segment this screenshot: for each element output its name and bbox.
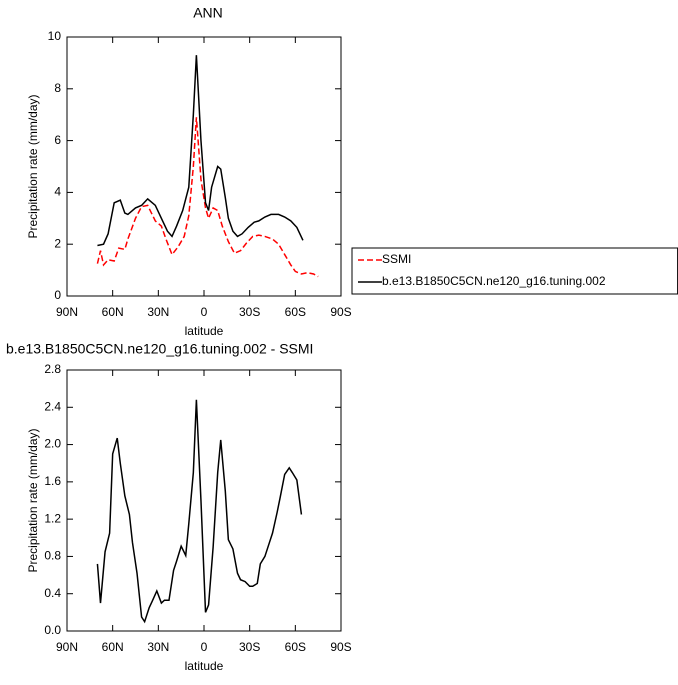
y-tick-label: 4 [54, 185, 61, 199]
y-tick-label: 6 [54, 133, 61, 147]
y-tick-label: 0.8 [44, 549, 61, 563]
data-line [96, 117, 319, 278]
y-tick-label: 0.4 [44, 586, 61, 600]
x-tick-label: 60N [102, 640, 124, 654]
x-tick-label: 0 [201, 640, 208, 654]
y-axis-label: Precipitation rate (mm/day) [26, 428, 40, 572]
y-tick-label: 2.8 [44, 362, 61, 376]
x-tick-label: 30S [239, 305, 260, 319]
y-tick-label: 2 [54, 236, 61, 250]
y-axis-label: Precipitation rate (mm/day) [26, 94, 40, 238]
chart-title: ANN [193, 5, 223, 21]
data-line [97, 55, 304, 247]
y-tick-label: 0 [54, 288, 61, 302]
x-tick-label: 0 [201, 305, 208, 319]
x-tick-label: 30S [239, 640, 260, 654]
y-tick-label: 0.0 [44, 623, 61, 637]
plot-frame [66, 36, 342, 297]
legend-box [351, 247, 678, 295]
x-tick-label: 90S [330, 305, 351, 319]
x-tick-label: 90S [330, 640, 351, 654]
chart-title: b.e13.B1850C5CN.ne120_g16.tuning.002 - S… [6, 341, 313, 357]
x-tick-label: 30N [147, 640, 169, 654]
y-tick-label: 10 [48, 29, 62, 43]
data-line [96, 399, 303, 624]
y-tick-label: 2.0 [44, 437, 61, 451]
x-tick-label: 60S [285, 640, 306, 654]
y-tick-label: 1.2 [44, 511, 61, 525]
x-axis-label: latitude [185, 324, 224, 338]
legend-label: b.e13.B1850C5CN.ne120_g16.tuning.002 [382, 274, 606, 288]
x-tick-label: 60N [102, 305, 124, 319]
y-tick-label: 8 [54, 81, 61, 95]
x-tick-label: 90N [56, 640, 78, 654]
legend-label: SSMI [382, 252, 411, 266]
y-tick-label: 2.4 [44, 399, 61, 413]
x-axis-label: latitude [185, 659, 224, 673]
x-tick-label: 90N [56, 305, 78, 319]
x-tick-label: 60S [285, 305, 306, 319]
y-tick-label: 1.6 [44, 474, 61, 488]
x-tick-label: 30N [147, 305, 169, 319]
